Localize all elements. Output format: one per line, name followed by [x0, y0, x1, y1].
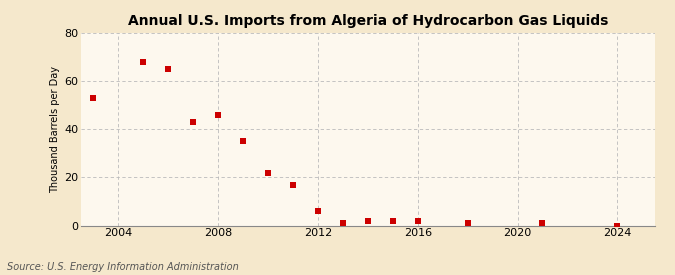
Point	[213, 113, 223, 117]
Text: Source: U.S. Energy Information Administration: Source: U.S. Energy Information Administ…	[7, 262, 238, 272]
Point	[238, 139, 248, 144]
Point	[288, 182, 298, 187]
Point	[412, 218, 423, 223]
Point	[188, 120, 198, 124]
Point	[313, 209, 323, 213]
Point	[263, 170, 273, 175]
Title: Annual U.S. Imports from Algeria of Hydrocarbon Gas Liquids: Annual U.S. Imports from Algeria of Hydr…	[128, 14, 608, 28]
Y-axis label: Thousand Barrels per Day: Thousand Barrels per Day	[50, 66, 60, 193]
Point	[362, 218, 373, 223]
Point	[387, 218, 398, 223]
Point	[338, 221, 348, 225]
Point	[163, 67, 173, 71]
Point	[537, 221, 548, 225]
Point	[88, 96, 99, 100]
Point	[612, 223, 623, 228]
Point	[462, 221, 473, 225]
Point	[138, 60, 148, 64]
